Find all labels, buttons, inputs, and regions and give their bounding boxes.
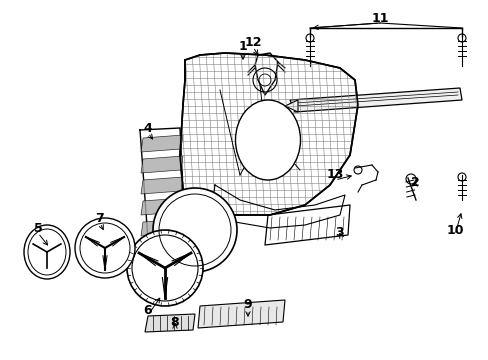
- Text: 6: 6: [143, 303, 152, 316]
- Polygon shape: [145, 314, 195, 332]
- Text: 12: 12: [244, 36, 261, 49]
- Text: 2: 2: [410, 176, 419, 189]
- Ellipse shape: [235, 100, 300, 180]
- Polygon shape: [141, 135, 183, 152]
- Circle shape: [153, 188, 237, 272]
- Text: 13: 13: [325, 168, 343, 181]
- Text: 8: 8: [170, 315, 179, 328]
- Text: 11: 11: [370, 12, 388, 24]
- Text: 9: 9: [243, 298, 252, 311]
- Text: 10: 10: [446, 224, 463, 237]
- Text: 5: 5: [34, 221, 42, 234]
- Circle shape: [127, 230, 203, 306]
- Polygon shape: [141, 177, 183, 194]
- Polygon shape: [289, 88, 461, 112]
- Polygon shape: [285, 100, 297, 112]
- Circle shape: [75, 218, 135, 278]
- Text: 7: 7: [96, 211, 104, 225]
- Polygon shape: [141, 198, 183, 215]
- Text: 3: 3: [335, 226, 344, 239]
- Ellipse shape: [24, 225, 70, 279]
- Text: 1: 1: [238, 40, 247, 54]
- Text: 4: 4: [143, 122, 152, 135]
- Polygon shape: [141, 156, 183, 173]
- Polygon shape: [198, 300, 285, 328]
- Polygon shape: [141, 219, 183, 236]
